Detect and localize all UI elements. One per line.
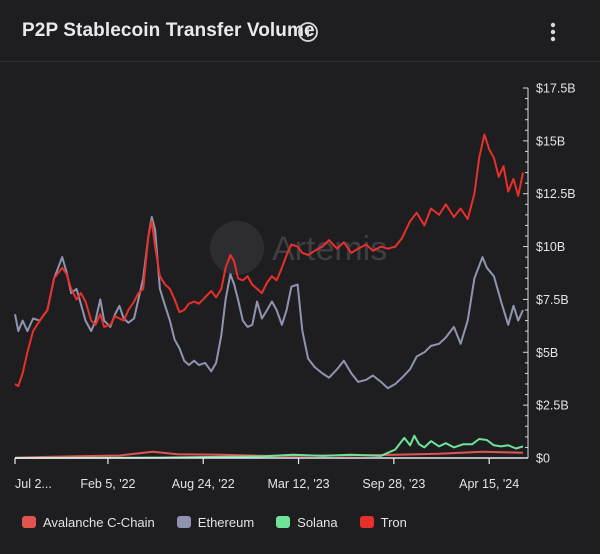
- x-tick-label: Mar 12, '23: [267, 477, 329, 491]
- x-tick-label: Jul 2...: [15, 477, 52, 491]
- y-tick-label: $0: [536, 452, 550, 466]
- legend-swatch: [22, 516, 36, 528]
- chart-title: P2P Stablecoin Transfer Volume: [22, 20, 315, 41]
- legend-swatch: [176, 516, 191, 528]
- y-tick-label: $5B: [536, 346, 558, 360]
- legend-label: Avalanche C-Chain: [43, 514, 155, 530]
- chart-area: Artemis $0 $2.5B $5B $7.5B $10B $12.5B $15B $17…: [14, 82, 576, 491]
- legend-label: Solana: [297, 514, 338, 530]
- axes-layer: $0 $2.5B $5B $7.5B $10B $12.5B $15B $17.5B Jul 2…: [14, 82, 576, 491]
- legend-item-avalanche-c-chain[interactable]: Avalanche C-Chain: [22, 515, 155, 530]
- series-layer: [14, 133, 524, 459]
- legend-item-ethereum[interactable]: Ethereum: [176, 514, 255, 530]
- series-line-avalanche-c-chain[interactable]: [14, 450, 524, 459]
- y-tick-label: $12.5B: [536, 187, 576, 201]
- legend: Avalanche C-Chain Ethereum Solana Tron: [22, 512, 429, 532]
- y-tick-label: $17.5B: [536, 82, 576, 96]
- series-line-tron[interactable]: [14, 133, 524, 388]
- x-tick-label: Feb 5, '22: [80, 477, 135, 491]
- series-line-solana[interactable]: [14, 434, 524, 459]
- y-tick-label: $15B: [536, 134, 565, 148]
- watermark-logo: [210, 221, 264, 275]
- legend-item-tron[interactable]: Tron: [359, 514, 407, 530]
- y-tick-label: $2.5B: [536, 399, 569, 413]
- x-tick-label: Apr 15, '24: [459, 477, 519, 491]
- y-tick-label: $10B: [536, 240, 565, 254]
- y-tick-label: $7.5B: [536, 293, 569, 307]
- legend-label: Tron: [380, 514, 407, 530]
- legend-swatch: [276, 516, 291, 528]
- series-line-ethereum[interactable]: [14, 216, 524, 390]
- x-tick-label: Aug 24, '22: [172, 477, 235, 491]
- legend-item-solana[interactable]: Solana: [276, 514, 338, 530]
- info-icon[interactable]: [297, 21, 319, 43]
- x-tick-label: Sep 28, '23: [362, 477, 425, 491]
- vertical-ellipsis-icon[interactable]: [543, 20, 563, 44]
- watermark: Artemis: [210, 221, 387, 275]
- legend-label: Ethereum: [197, 514, 255, 530]
- legend-swatch: [359, 516, 374, 528]
- chart-header: P2P Stablecoin Transfer Volume: [0, 0, 600, 62]
- watermark-text: Artemis: [272, 230, 387, 268]
